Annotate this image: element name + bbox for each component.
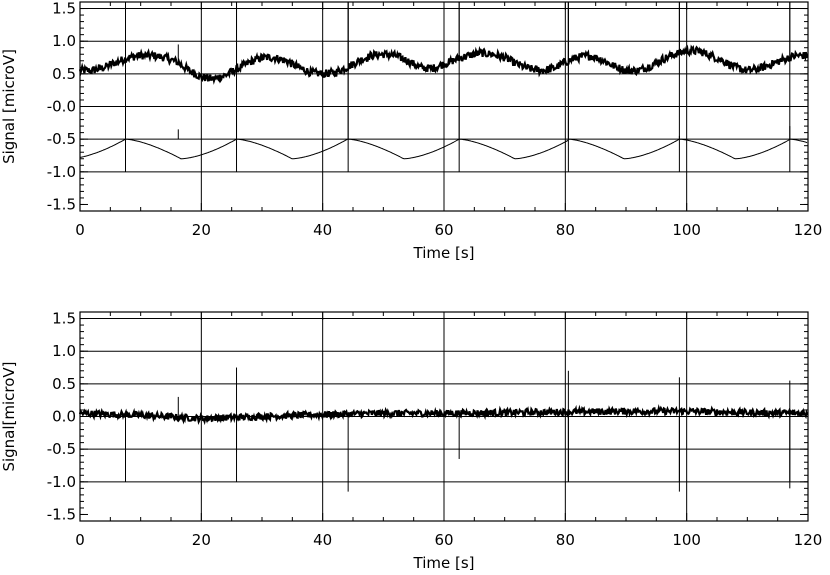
top-series-0-line [78,44,809,85]
top-y-tick-label: -1.0 [47,163,76,181]
top-y-tick-label: 0.5 [52,65,76,83]
bottom-y-tick-label: 1.5 [52,310,76,328]
top-y-tick-label: -1.5 [47,195,76,213]
top-x-tick-label: 0 [75,221,85,239]
top-x-tick-label: 40 [313,221,332,239]
bottom-y-tick-label: -0.5 [47,440,76,458]
bottom-y-axis-label: Signal[microV] [0,361,18,471]
top-x-axis-label: Time [s] [413,244,475,262]
top-x-tick-label: 60 [434,221,453,239]
bottom-series-0-line [78,404,809,426]
bottom-y-tick-label: -1.5 [47,505,76,523]
top-x-tick-label: 120 [794,221,823,239]
bottom-panel: 0 20 40 60 80 100 120-1.5-1.0-0.50.00.51.01.5 … [0,310,822,572]
top-y-tick-label: -0.0 [47,98,76,116]
top-x-tick-label: 20 [192,221,211,239]
top-x-tick-label: 80 [556,221,575,239]
top-y-tick-label: -0.5 [47,130,76,148]
bottom-x-tick-label: 40 [313,531,332,549]
top-y-tick-label: 1.0 [52,32,76,50]
bottom-y-tick-label: -1.0 [47,473,76,491]
top-y-tick-label: 1.5 [52,0,76,18]
bottom-y-tick-label: 0.5 [52,375,76,393]
bottom-x-tick-label: 0 [75,531,85,549]
top-x-tick-label: 100 [672,221,701,239]
bottom-x-tick-label: 100 [672,531,701,549]
bottom-y-tick-label: 1.0 [52,342,76,360]
top-panel: 0 20 40 60 80 100 120 -1.5 -1.0 -0.5 -0.0 0.5 1.0 1.5… [0,0,822,262]
bottom-x-axis-label: Time [s] [413,554,475,572]
bottom-x-tick-label: 20 [192,531,211,549]
top-series-1-line [79,138,808,160]
bottom-y-tick-label: 0.0 [52,408,76,426]
bottom-x-tick-label: 60 [434,531,453,549]
bottom-x-tick-label: 80 [556,531,575,549]
top-y-axis-label: Signal [microV] [0,49,18,164]
bottom-x-tick-label: 120 [794,531,823,549]
